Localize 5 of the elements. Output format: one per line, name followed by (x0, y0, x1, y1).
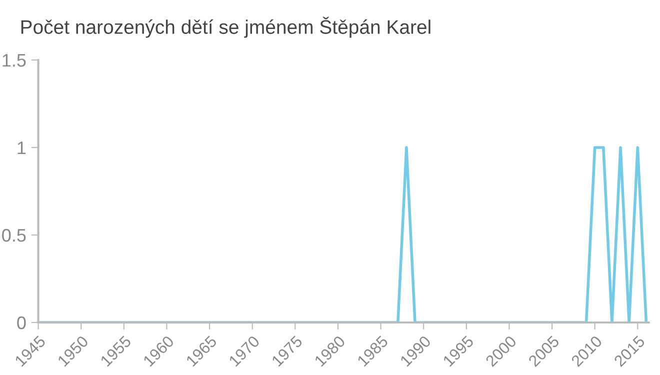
y-tick-label: 0.5 (2, 228, 26, 242)
y-tick-label: 1 (18, 142, 26, 154)
y-tick-label: 1.5 (2, 54, 26, 67)
chart-title: Počet narozených dětí se jménem Štěpán Karel (21, 16, 430, 38)
y-tick-label: 0 (17, 316, 26, 330)
